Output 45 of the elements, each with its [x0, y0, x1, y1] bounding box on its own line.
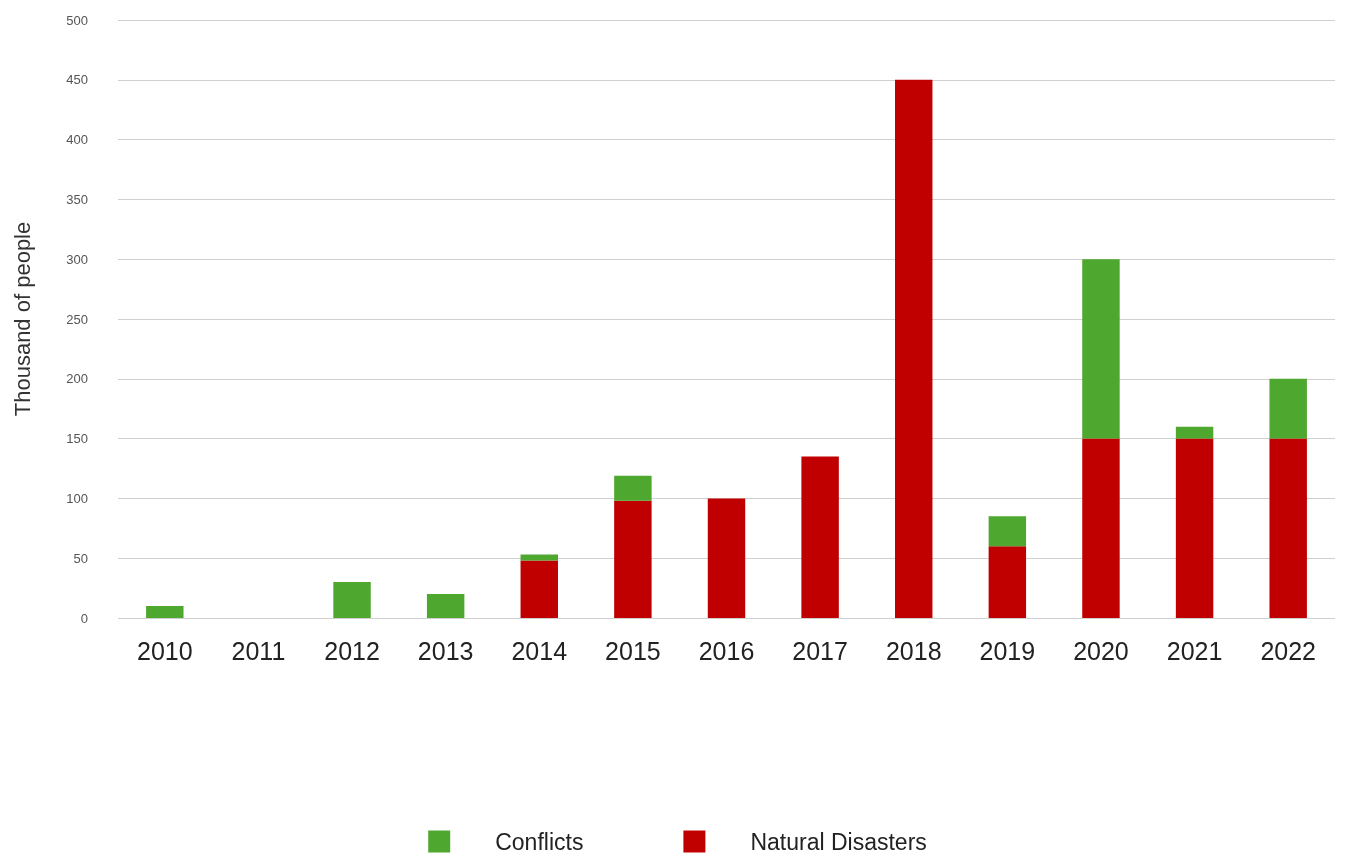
- bar: [1082, 438, 1120, 618]
- y-tick-label: 300: [66, 251, 88, 267]
- bar: [988, 546, 1027, 618]
- x-tick-label: 2022: [1260, 636, 1316, 665]
- x-tick-label: 2020: [1073, 636, 1129, 665]
- legend-label: Natural Disasters: [750, 828, 927, 855]
- bar: [1175, 426, 1214, 439]
- x-tick-label: 2012: [324, 636, 380, 665]
- bar: [614, 500, 652, 618]
- y-tick-label: 500: [66, 12, 88, 28]
- bar: [426, 594, 465, 618]
- y-tick-label: 250: [66, 311, 88, 327]
- y-tick-label: 450: [66, 72, 88, 88]
- y-tick-label: 50: [73, 550, 88, 566]
- bar: [1269, 378, 1307, 439]
- bar: [520, 560, 558, 618]
- bar: [801, 456, 839, 618]
- y-axis-title: Thousand of people: [9, 221, 35, 417]
- y-tick-label: 150: [66, 431, 88, 447]
- x-tick-label: 2014: [511, 636, 568, 665]
- x-tick-label: 2016: [698, 636, 755, 665]
- y-tick-label: 0: [80, 610, 88, 626]
- bar: [707, 498, 746, 618]
- bar: [1175, 438, 1214, 618]
- bar: [333, 582, 371, 618]
- legend-label: Conflicts: [495, 828, 584, 855]
- y-tick-label: 200: [66, 371, 88, 387]
- x-tick-label: 2018: [885, 636, 942, 665]
- y-tick-label: 400: [66, 132, 88, 148]
- y-tick-label: 100: [66, 490, 88, 506]
- bar: [1269, 438, 1307, 618]
- x-tick-label: 2015: [605, 636, 661, 665]
- bar: [895, 79, 933, 618]
- x-tick-label: 2010: [137, 636, 193, 665]
- bar: [1082, 259, 1120, 439]
- bar: [520, 554, 558, 561]
- x-tick-label: 2019: [979, 636, 1036, 665]
- x-tick-label: 2017: [792, 636, 848, 665]
- bar: [988, 516, 1027, 547]
- x-tick-label: 2021: [1166, 636, 1223, 665]
- x-tick-label: 2011: [231, 636, 286, 665]
- x-tick-label: 2013: [417, 636, 474, 665]
- bar: [146, 606, 184, 618]
- y-tick-label: 350: [66, 191, 88, 207]
- bar: [614, 475, 652, 501]
